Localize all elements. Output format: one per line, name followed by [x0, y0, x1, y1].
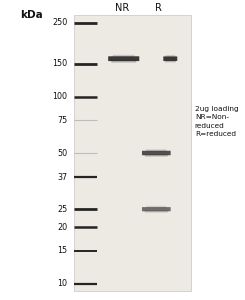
- FancyBboxPatch shape: [113, 55, 135, 58]
- Text: 25: 25: [57, 205, 67, 214]
- FancyBboxPatch shape: [165, 60, 176, 62]
- Text: 150: 150: [52, 59, 67, 68]
- FancyBboxPatch shape: [142, 151, 171, 155]
- Bar: [74, 15, 191, 291]
- Text: 2ug loading
NR=Non-
reduced
R=reduced: 2ug loading NR=Non- reduced R=reduced: [195, 106, 238, 137]
- Text: 15: 15: [57, 246, 67, 255]
- Text: 10: 10: [57, 279, 67, 288]
- FancyBboxPatch shape: [142, 207, 171, 211]
- FancyBboxPatch shape: [146, 206, 166, 208]
- FancyBboxPatch shape: [145, 154, 168, 157]
- FancyBboxPatch shape: [108, 56, 139, 61]
- Text: 75: 75: [57, 116, 67, 124]
- Text: 20: 20: [57, 223, 67, 232]
- Text: kDa: kDa: [21, 11, 43, 20]
- Text: 37: 37: [57, 173, 67, 182]
- Text: 50: 50: [57, 148, 67, 158]
- FancyBboxPatch shape: [163, 56, 177, 61]
- FancyBboxPatch shape: [145, 210, 168, 213]
- Text: 250: 250: [52, 18, 67, 27]
- FancyBboxPatch shape: [111, 60, 136, 63]
- FancyBboxPatch shape: [165, 55, 175, 58]
- Text: R: R: [155, 3, 161, 13]
- FancyBboxPatch shape: [146, 149, 166, 152]
- Text: NR: NR: [115, 3, 130, 13]
- Text: 100: 100: [52, 92, 67, 101]
